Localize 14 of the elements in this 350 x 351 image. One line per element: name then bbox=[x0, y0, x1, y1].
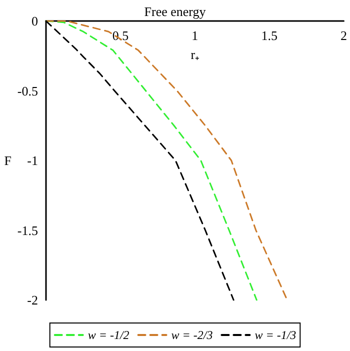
legend-label: w = -1/3 bbox=[254, 328, 296, 342]
x-tick-label: 1.5 bbox=[261, 28, 278, 43]
legend-label: w = -2/3 bbox=[171, 328, 213, 342]
y-tick-label: -1.5 bbox=[17, 222, 38, 238]
y-tick-label: -2 bbox=[27, 292, 38, 308]
y-axis-title: F bbox=[4, 153, 12, 168]
y-tick-label: -1 bbox=[27, 153, 38, 168]
x-axis-title: r₊ bbox=[190, 47, 200, 62]
legend-label: w = -1/2 bbox=[88, 328, 130, 342]
y-tick-label: 0 bbox=[32, 14, 38, 28]
chart-title: Free energy bbox=[144, 4, 206, 19]
x-tick-label: 1 bbox=[192, 28, 198, 43]
y-tick-label: -0.5 bbox=[17, 83, 38, 98]
x-tick-label: 2 bbox=[340, 28, 347, 43]
